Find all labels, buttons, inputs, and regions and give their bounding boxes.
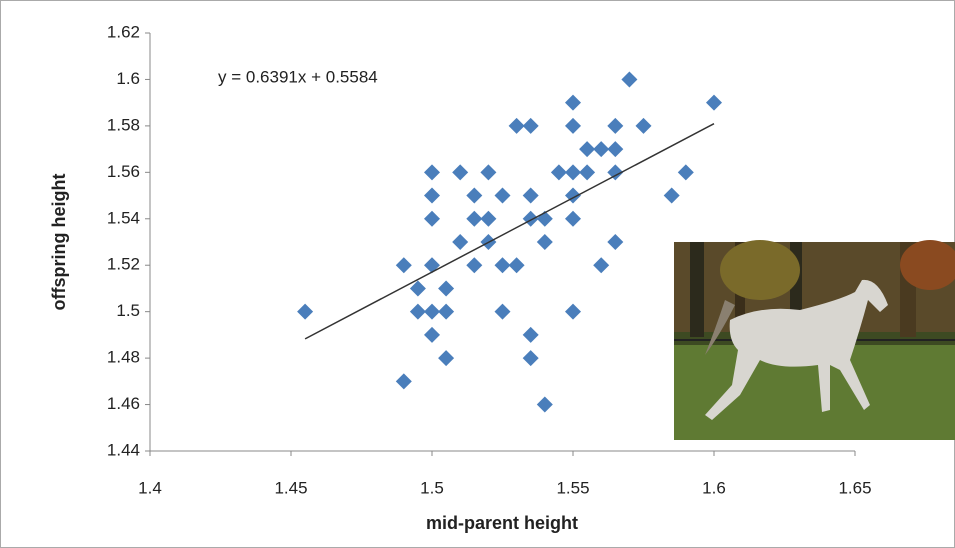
point — [706, 94, 722, 111]
point — [452, 164, 469, 181]
point — [565, 303, 581, 320]
point — [424, 303, 440, 320]
point — [395, 373, 412, 390]
point — [522, 117, 539, 134]
point — [409, 280, 426, 297]
point — [395, 257, 412, 274]
point — [593, 257, 610, 274]
y-tick-label: 1.5 — [116, 301, 140, 320]
point — [536, 234, 553, 250]
point — [565, 210, 581, 227]
point — [579, 141, 596, 158]
point — [494, 187, 511, 204]
y-tick-label: 1.48 — [107, 348, 140, 367]
point — [607, 164, 624, 181]
point — [494, 303, 511, 320]
x-tick-label: 1.55 — [556, 478, 589, 497]
horse-photo — [674, 240, 955, 440]
trendline-equation: y = 0.6391x + 0.5584 — [218, 67, 378, 86]
point — [452, 234, 469, 250]
point — [508, 257, 525, 274]
y-tick-label: 1.46 — [107, 394, 140, 413]
point — [550, 164, 567, 181]
point — [565, 117, 581, 134]
y-axis-title: offspring height — [49, 174, 69, 311]
point — [565, 164, 581, 181]
point — [466, 187, 483, 204]
point — [522, 350, 539, 367]
point — [593, 141, 610, 158]
point — [621, 71, 638, 88]
y-tick-label: 1.54 — [107, 208, 140, 227]
y-tick-label: 1.52 — [107, 255, 140, 274]
y-tick-label: 1.44 — [107, 440, 140, 459]
point — [565, 94, 581, 111]
point — [607, 117, 624, 134]
point — [438, 280, 455, 297]
point — [635, 117, 652, 134]
point — [424, 187, 440, 204]
point — [466, 257, 483, 274]
x-tick-label: 1.45 — [274, 478, 307, 497]
point — [536, 396, 553, 413]
point — [438, 303, 455, 320]
point — [508, 117, 525, 134]
point — [424, 210, 440, 227]
point — [297, 303, 314, 320]
point — [466, 210, 483, 227]
point — [607, 234, 624, 250]
point — [424, 164, 440, 181]
x-axis-title: mid-parent height — [426, 513, 578, 533]
x-tick-label: 1.4 — [138, 478, 162, 497]
point — [480, 164, 497, 181]
x-tick-label: 1.5 — [420, 478, 444, 497]
point — [438, 350, 455, 367]
y-tick-label: 1.6 — [116, 69, 140, 88]
point — [522, 326, 539, 343]
point — [677, 164, 694, 181]
x-tick-label: 1.65 — [838, 478, 871, 497]
x-tick-label: 1.6 — [702, 478, 726, 497]
point — [607, 141, 624, 158]
point — [409, 303, 426, 320]
point — [494, 257, 511, 274]
point — [424, 326, 440, 343]
trendline — [304, 122, 715, 340]
point — [480, 210, 497, 227]
point — [663, 187, 680, 204]
y-tick-label: 1.58 — [107, 115, 140, 134]
y-tick-label: 1.62 — [107, 22, 140, 41]
y-tick-label: 1.56 — [107, 162, 140, 181]
point — [522, 187, 539, 204]
point — [579, 164, 596, 181]
